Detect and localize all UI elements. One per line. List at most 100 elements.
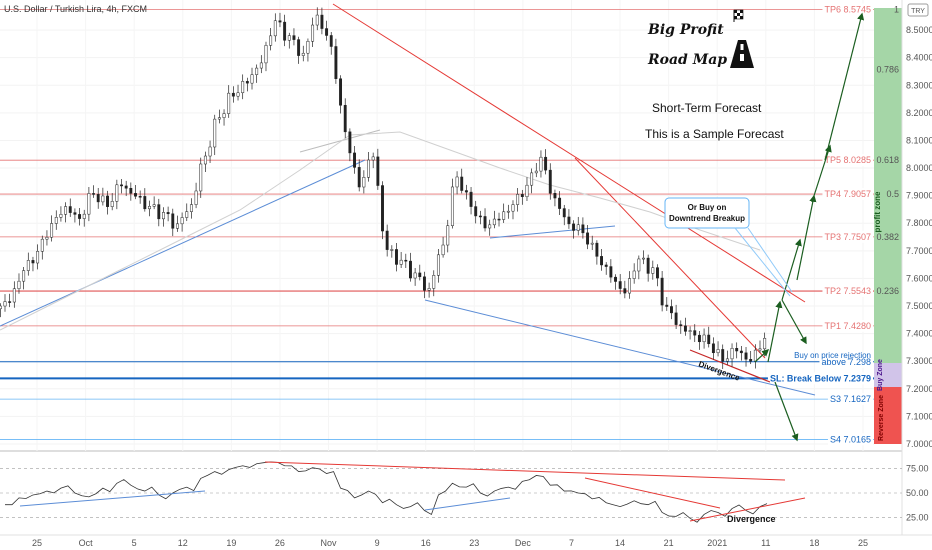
candle-body	[59, 214, 63, 218]
arrow-up-entry	[754, 349, 770, 363]
fib-level-label: 1	[894, 5, 899, 15]
candle-body	[92, 193, 95, 195]
levels-layer: TP6 8.5745 TP5 8.0285 TP4 7.9057 TP3 7.7507…	[0, 3, 874, 446]
candle-body	[26, 260, 30, 271]
candle-body	[367, 159, 370, 178]
candle-body	[357, 167, 361, 188]
price-tick-label: 8.10000	[906, 135, 932, 145]
candle-body	[203, 155, 207, 165]
candle-body	[306, 40, 310, 54]
candle-body	[492, 218, 496, 226]
candle-body	[539, 156, 543, 172]
price-tick-label: 7.40000	[906, 329, 932, 339]
candle-body	[162, 212, 165, 220]
time-tick-label: 14	[615, 538, 625, 548]
candle-body	[642, 257, 645, 260]
candle-body	[739, 350, 743, 354]
level-label-tp3: TP3 7.7507	[824, 232, 871, 242]
candle-body	[455, 176, 459, 188]
candle-body	[87, 193, 91, 215]
downtrend-line-lower	[574, 157, 766, 359]
candle-body	[436, 254, 440, 276]
time-axis: 25 Oct 5 12 19 26 Nov 9 16 23 Dec 7 14 21 2021 11 18 25	[32, 538, 868, 548]
candle-body	[143, 196, 147, 210]
candle-body	[427, 288, 431, 291]
time-tick-label: 16	[421, 538, 431, 548]
brand-subtitle: Short-Term Forecast	[652, 101, 762, 115]
candle-body	[725, 358, 729, 362]
currency-badge[interactable]: TRY	[907, 3, 929, 17]
rsi-tick-label: 25.00	[906, 512, 929, 522]
candle-body	[488, 224, 492, 229]
candle-body	[548, 169, 552, 194]
candle-body	[329, 35, 333, 47]
candle-body	[520, 194, 524, 198]
trendlines-layer	[0, 3, 816, 396]
candle-body	[483, 216, 487, 229]
reverse-zone	[874, 387, 902, 444]
candle-body	[399, 259, 403, 265]
candle-body	[315, 14, 319, 26]
candle-body	[474, 206, 478, 217]
candle-body	[64, 206, 68, 215]
fib-level-label: 0.382	[876, 232, 899, 242]
price-tick-label: 8.40000	[906, 53, 932, 63]
time-tick-label: Oct	[79, 538, 94, 548]
candle-body	[735, 348, 739, 352]
level-label-s3: S3 7.1627	[830, 394, 871, 404]
candle-body	[553, 193, 557, 199]
fib-level-label: 0.786	[876, 64, 899, 74]
candle-body	[753, 349, 757, 362]
fib-level-label: 0.618	[876, 155, 899, 165]
candle-body	[353, 152, 356, 168]
price-tick-label: 8.50000	[906, 25, 932, 35]
candle-body	[371, 156, 375, 161]
candle-body	[586, 232, 590, 245]
candle-body	[744, 352, 748, 360]
rsi-line	[5, 461, 768, 523]
level-label-tp4: TP4 7.9057	[824, 189, 871, 199]
candle-body	[78, 214, 82, 219]
candle-body	[185, 211, 189, 218]
candle-body	[600, 256, 603, 266]
candle-body	[259, 62, 263, 69]
candle-body	[390, 249, 394, 251]
candle-body	[278, 20, 282, 23]
candle-body	[632, 270, 636, 279]
candle-body	[273, 20, 277, 37]
candle-body	[31, 260, 35, 264]
candle-body	[115, 184, 119, 202]
brand-title-line2: Road Map	[647, 52, 727, 68]
candle-body	[409, 260, 412, 279]
candles-layer	[0, 7, 767, 369]
candle-body	[376, 156, 380, 186]
rsi-tick-label: 75.00	[906, 464, 929, 474]
candle-body	[325, 28, 329, 36]
candle-body	[40, 238, 44, 252]
candle-body	[697, 334, 701, 343]
candle-body	[576, 224, 580, 231]
level-label-tp6: TP6 8.5745	[824, 5, 871, 15]
candle-body	[656, 267, 659, 279]
time-tick-label: 26	[275, 538, 285, 548]
candle-body	[628, 278, 631, 294]
price-axis: 8.50000 8.40000 8.30000 8.20000 8.10000 8.000…	[876, 5, 932, 523]
price-rejection-label: Buy on price rejection	[794, 351, 871, 360]
candle-body	[175, 223, 179, 229]
time-tick-label: 25	[32, 538, 42, 548]
candle-body	[730, 348, 734, 360]
candle-body	[604, 264, 608, 267]
divergence-line	[689, 349, 771, 383]
candle-body	[22, 270, 26, 282]
candle-body	[106, 195, 109, 207]
zones-layer: profit zone Buy Zone Reverse Zone	[873, 8, 902, 444]
candle-body	[222, 113, 226, 118]
candle-body	[339, 78, 343, 106]
time-tick-label: Dec	[515, 538, 532, 548]
candle-body	[199, 163, 203, 192]
candle-body	[418, 272, 422, 278]
candle-body	[12, 288, 16, 303]
candle-body	[413, 272, 417, 279]
candle-body	[157, 204, 161, 220]
